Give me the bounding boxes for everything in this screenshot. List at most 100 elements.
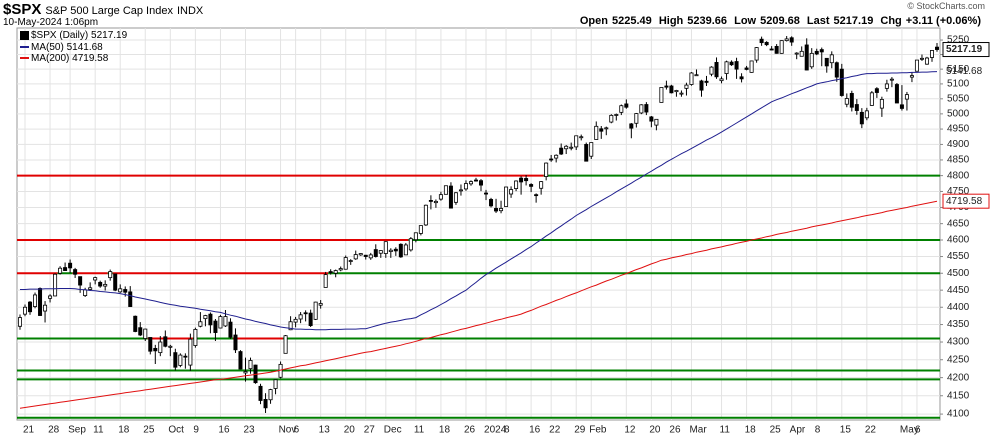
- legend-swatch: [20, 45, 29, 48]
- legend-item: MA(200) 4719.58: [20, 53, 127, 65]
- candle-body: [754, 47, 759, 61]
- candle-body: [554, 154, 559, 159]
- candle-body: [734, 61, 739, 70]
- x-tick-label: 9: [193, 425, 199, 436]
- x-tick-label: 26: [669, 425, 681, 436]
- candle-body: [323, 274, 328, 288]
- candle-body: [153, 347, 158, 352]
- candle-body: [724, 61, 729, 74]
- value-tag-box: [942, 42, 990, 58]
- candle-body: [659, 87, 664, 103]
- candle-body: [293, 318, 298, 323]
- x-tick-label: 18: [439, 425, 451, 436]
- x-tick-label: Feb: [589, 425, 607, 436]
- candle-body: [809, 52, 814, 68]
- candle-body: [443, 185, 448, 195]
- candles: [17, 36, 940, 413]
- y-tick-label: 4300: [947, 337, 970, 348]
- candle-body: [403, 244, 408, 256]
- y-tick-label: 4550: [947, 251, 970, 262]
- candle-body: [273, 379, 278, 389]
- x-tick-label: 6: [294, 425, 300, 436]
- candle-body: [919, 57, 924, 60]
- candle-body: [83, 289, 88, 297]
- x-tick-label: May: [900, 425, 919, 436]
- legend-label: MA(50): [31, 41, 64, 53]
- x-tick-label: Nov: [279, 425, 297, 436]
- candle-body: [674, 90, 679, 93]
- candle-body: [368, 254, 373, 259]
- candle-body: [398, 243, 403, 258]
- candle-body: [233, 334, 238, 351]
- candle-body: [363, 254, 368, 257]
- candle-body: [353, 254, 358, 260]
- candle-body: [303, 312, 308, 315]
- candle-body: [198, 321, 203, 327]
- y-tick-label: 4100: [947, 409, 970, 420]
- candle-body: [704, 80, 709, 83]
- candle-body: [614, 114, 619, 116]
- y-tick-label: 4250: [947, 354, 970, 365]
- candle-body: [574, 135, 579, 148]
- value-tag-box: [942, 193, 990, 209]
- candle-body: [869, 92, 874, 106]
- candle-body: [719, 78, 724, 82]
- axes: 4100 4150 4200 4250 4300 4350 4400 4450 4500 4550…: [23, 35, 990, 436]
- candle-body: [373, 249, 378, 257]
- candle-body: [694, 74, 699, 77]
- candle-body: [484, 192, 489, 195]
- candle-body: [73, 269, 78, 275]
- y-tick-label: 5050: [947, 93, 970, 104]
- candle-body: [263, 398, 268, 409]
- candle-body: [584, 144, 589, 162]
- candle-body: [63, 267, 68, 271]
- candle-body: [904, 94, 909, 100]
- candle-body: [28, 301, 33, 313]
- legend-item: MA(50) 5141.68: [20, 42, 127, 54]
- x-tick-label: Apr: [790, 425, 806, 436]
- candle-body: [539, 181, 544, 189]
- candle-body: [393, 248, 398, 252]
- legend-swatch: [20, 30, 29, 40]
- x-tick-label: 18: [118, 425, 130, 436]
- candle-body: [23, 306, 28, 315]
- y-tick-label: 4150: [947, 390, 970, 401]
- candle-body: [48, 295, 53, 299]
- candle-body: [173, 352, 178, 368]
- candle-body: [579, 136, 584, 139]
- legend-value: 5217.19: [91, 30, 128, 41]
- candle-body: [764, 41, 769, 46]
- candle-body: [43, 304, 48, 312]
- candle-body: [524, 178, 529, 182]
- overlays: [19, 71, 938, 409]
- candle-body: [559, 147, 564, 155]
- candle-body: [479, 180, 484, 186]
- candle-body: [879, 99, 884, 109]
- candle-body: [634, 113, 639, 124]
- candle-body: [98, 281, 103, 287]
- candle-body: [489, 199, 494, 207]
- candle-body: [604, 127, 609, 130]
- candle-body: [58, 267, 63, 274]
- x-tick-label: 8: [504, 425, 510, 436]
- candle-body: [769, 48, 774, 51]
- candle-body: [669, 85, 674, 94]
- candle-body: [889, 78, 894, 81]
- legend-item: $SPX (Daily) 5217.19: [20, 30, 127, 42]
- candle-body: [794, 52, 799, 55]
- symbol-name: S&P 500 Large Cap Index: [45, 5, 173, 17]
- candle-body: [684, 84, 689, 89]
- x-tick-label: 2024: [484, 425, 507, 436]
- candle-body: [178, 354, 183, 366]
- y-tick-label: 4500: [947, 268, 970, 279]
- candle-body: [784, 38, 789, 42]
- y-tick-label: 4750: [947, 186, 970, 197]
- candle-body: [108, 271, 113, 279]
- candle-body: [243, 371, 248, 374]
- legend: $SPX (Daily) 5217.19 MA(50) 5141.68 MA(2…: [20, 30, 127, 65]
- candle-body: [433, 200, 438, 204]
- levels: [17, 174, 940, 419]
- candle-body: [929, 50, 934, 58]
- candle-body: [699, 80, 704, 91]
- candle-body: [854, 104, 859, 111]
